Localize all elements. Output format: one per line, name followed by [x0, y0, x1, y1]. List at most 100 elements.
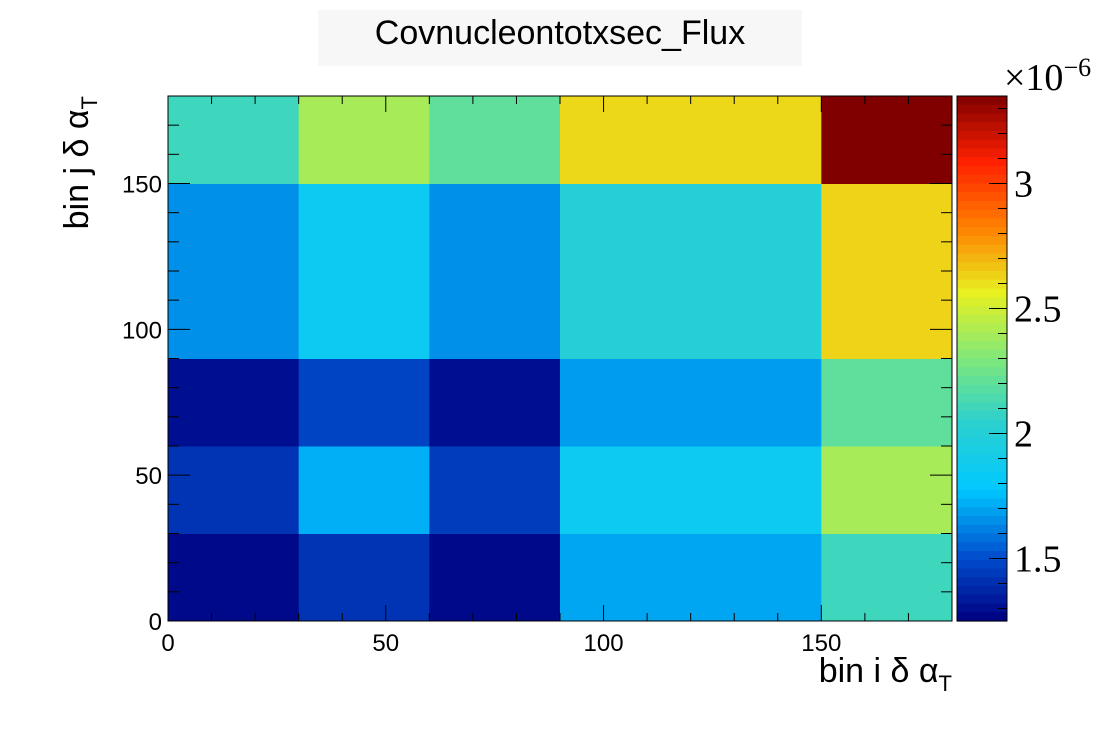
palette-band: [957, 96, 1007, 106]
palette-band: [957, 358, 1007, 368]
palette-band: [957, 253, 1007, 263]
palette-band: [957, 122, 1007, 132]
heatmap-cell: [429, 533, 561, 622]
x-axis-label: bin i δ αT: [819, 652, 952, 696]
palette-band: [957, 314, 1007, 325]
palette-band: [957, 498, 1007, 508]
palette-band: [957, 516, 1007, 526]
heatmap-cell: [690, 183, 822, 272]
palette-band: [957, 533, 1007, 543]
y-tick-label: 100: [122, 317, 162, 344]
heatmap-cell: [168, 271, 300, 359]
heatmap-cell: [168, 358, 300, 447]
palette-band: [957, 209, 1007, 220]
palette-band: [957, 236, 1007, 246]
x-tick-label: 100: [584, 630, 624, 657]
palette-band: [957, 201, 1007, 211]
palette-band: [957, 367, 1007, 377]
heatmap-cell: [429, 271, 561, 359]
palette-band: [957, 402, 1007, 412]
x-tick-label: 0: [161, 630, 174, 657]
palette-band: [957, 568, 1007, 578]
palette-band: [957, 218, 1007, 228]
palette-band: [957, 489, 1007, 500]
palette-band: [957, 323, 1007, 333]
heatmap-cell: [821, 446, 953, 534]
palette-band: [957, 472, 1007, 482]
palette-band: [957, 192, 1007, 202]
y-tick-label: 150: [122, 172, 162, 199]
palette-band: [957, 577, 1007, 587]
palette-band: [957, 244, 1007, 255]
heatmap-cell: [821, 271, 953, 359]
heatmap-cell: [560, 183, 692, 272]
palette-band: [957, 279, 1007, 290]
x-tick-label: 150: [801, 630, 841, 657]
heatmap-cell: [429, 96, 561, 184]
x-tick-label: 50: [372, 630, 399, 657]
heatmap-cell: [690, 271, 822, 359]
heatmap-cell: [560, 271, 692, 359]
heatmap-cell: [298, 446, 430, 534]
palette-band: [957, 306, 1007, 316]
heatmap-cell: [560, 533, 692, 622]
heatmap-cell: [298, 358, 430, 447]
palette-band: [957, 297, 1007, 307]
heatmap-cell: [560, 446, 692, 534]
z-tick-label: 2: [1014, 414, 1033, 456]
heatmap-cell: [690, 358, 822, 447]
palette-band: [957, 586, 1007, 596]
heatmap-cell: [821, 358, 953, 447]
z-tick-label: 2.5: [1014, 289, 1062, 331]
heatmap-cell: [168, 446, 300, 534]
heatmap-cell: [168, 183, 300, 272]
heatmap-cell: [298, 96, 430, 184]
heatmap-cell: [168, 533, 300, 622]
chart-title: Covnucleontotxsec_Flux: [374, 14, 746, 52]
heatmap-cell: [168, 96, 300, 184]
palette-band: [957, 271, 1007, 281]
palette-band: [957, 463, 1007, 473]
palette-band: [957, 454, 1007, 465]
z-tick-label: 3: [1014, 164, 1033, 206]
palette-band: [957, 227, 1007, 237]
palette-band: [957, 419, 1007, 430]
palette-band: [957, 507, 1007, 517]
palette-band: [957, 524, 1007, 535]
palette-band: [957, 288, 1007, 298]
z-tick-label: 1.5: [1014, 539, 1062, 581]
palette-band: [957, 157, 1007, 167]
palette-band: [957, 612, 1007, 622]
heatmap-cell: [821, 533, 953, 622]
title-box: [318, 10, 802, 66]
palette-band: [957, 481, 1007, 491]
palette-band: [957, 166, 1007, 176]
y-tick-label: 50: [135, 463, 162, 490]
palette-band: [957, 349, 1007, 360]
palette-band: [957, 542, 1007, 552]
heatmap-cell: [560, 358, 692, 447]
z-exponent-label: ×10−6: [1004, 53, 1091, 99]
y-tick-label: 0: [149, 609, 162, 636]
heatmap-cell: [560, 96, 692, 184]
heatmap-cell: [429, 358, 561, 447]
palette-band: [957, 113, 1007, 123]
palette-band: [957, 446, 1007, 456]
heatmap-cell: [429, 183, 561, 272]
palette-band: [957, 131, 1007, 141]
heatmap-cell: [821, 96, 953, 184]
palette-band: [957, 437, 1007, 447]
palette-band: [957, 139, 1007, 150]
palette-band: [957, 411, 1007, 421]
palette-band: [957, 104, 1007, 115]
palette-band: [957, 551, 1007, 561]
palette-band: [957, 384, 1007, 395]
palette-band: [957, 559, 1007, 570]
heatmap-cell: [298, 183, 430, 272]
heatmap-cell: [429, 446, 561, 534]
palette-band: [957, 603, 1007, 613]
palette-band: [957, 376, 1007, 386]
palette-band: [957, 594, 1007, 605]
palette-band: [957, 174, 1007, 185]
